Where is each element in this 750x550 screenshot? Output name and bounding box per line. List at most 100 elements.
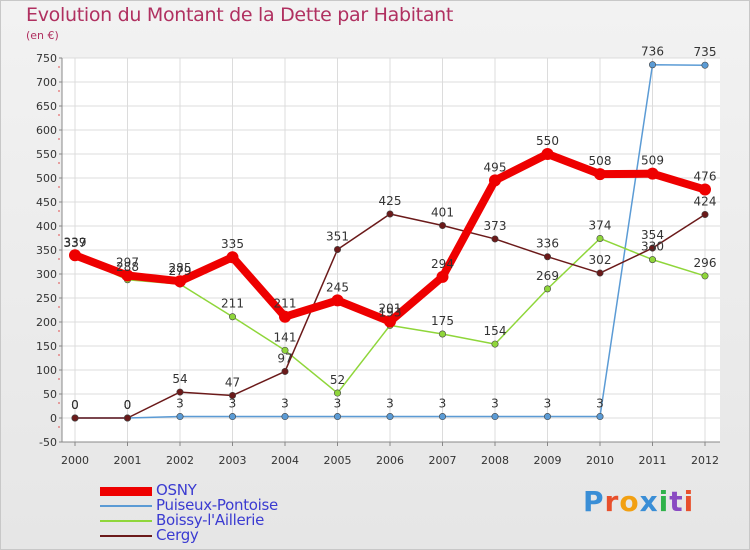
legend-label: Boissy-l'Aillerie <box>156 511 265 529</box>
x-tick-label: 2004 <box>271 454 299 467</box>
legend-label: Cergy <box>156 526 199 544</box>
data-label: 279 <box>169 264 192 278</box>
data-point <box>438 413 446 421</box>
y-tick-label: 450 <box>36 196 57 209</box>
y-tick-label: 250 <box>36 292 57 305</box>
data-point <box>491 235 499 243</box>
data-point <box>229 391 237 399</box>
x-tick-label: 2007 <box>429 454 457 467</box>
chart-legend: OSNY Puiseux-Pontoise Boissy-l'Aillerie Cer… <box>100 481 360 544</box>
data-label: 3 <box>229 397 237 411</box>
data-point <box>699 183 711 196</box>
data-label: 97 <box>277 351 292 365</box>
data-label: 509 <box>641 154 664 168</box>
x-tick-label: 2012 <box>691 454 719 467</box>
data-point <box>648 256 656 264</box>
data-label: 401 <box>431 206 454 220</box>
data-label: 3 <box>281 397 289 411</box>
data-point <box>384 315 396 328</box>
y-tick-label: 600 <box>36 124 57 137</box>
data-point <box>701 210 709 218</box>
legend-item: OSNY <box>100 481 360 499</box>
data-point <box>543 285 551 293</box>
data-label: 3 <box>176 397 184 411</box>
y-tick-label: 0 <box>50 412 57 425</box>
data-label: 735 <box>694 45 717 59</box>
x-tick-label: 2006 <box>376 454 404 467</box>
y-tick-label: 150 <box>36 340 57 353</box>
data-label: 3 <box>439 397 447 411</box>
y-tick-label: 700 <box>36 76 57 89</box>
data-point <box>229 313 237 321</box>
y-tick-label: 300 <box>36 268 57 281</box>
legend-swatch <box>100 486 152 496</box>
x-tick-label: 2001 <box>114 454 142 467</box>
data-label: 374 <box>589 218 612 232</box>
data-point <box>594 168 606 181</box>
data-label: 52 <box>330 373 345 387</box>
data-label: 175 <box>431 314 454 328</box>
data-label: 337 <box>64 236 87 250</box>
data-label: 201 <box>379 302 402 316</box>
data-point <box>176 388 184 396</box>
data-label: 354 <box>641 228 664 242</box>
legend-item: Cergy <box>100 526 360 544</box>
data-label: 3 <box>544 397 552 411</box>
data-point <box>541 148 554 160</box>
y-tick-label: 650 <box>36 100 57 113</box>
data-point <box>438 330 446 338</box>
data-label: 245 <box>326 280 349 294</box>
y-tick-label: 200 <box>36 316 57 329</box>
x-tick-label: 2003 <box>219 454 247 467</box>
x-tick-label: 2011 <box>639 454 667 467</box>
y-tick-label: 550 <box>36 148 57 161</box>
data-label: 211 <box>221 297 244 311</box>
data-label: 141 <box>274 330 297 344</box>
legend-swatch <box>100 505 152 507</box>
data-label: 269 <box>536 269 559 283</box>
data-point <box>333 413 341 421</box>
data-point <box>331 294 344 307</box>
y-tick-label: -50 <box>39 436 57 449</box>
data-point <box>121 269 134 282</box>
data-point <box>596 234 604 242</box>
data-label: 296 <box>694 256 717 270</box>
data-point <box>124 414 132 422</box>
data-label: 154 <box>484 324 507 338</box>
x-tick-label: 2010 <box>586 454 614 467</box>
legend-label: OSNY <box>156 481 197 499</box>
data-label: 335 <box>221 237 244 251</box>
legend-swatch <box>100 535 152 537</box>
x-tick-label: 2008 <box>481 454 509 467</box>
data-point <box>386 413 394 421</box>
data-label: 0 <box>71 398 79 412</box>
proxiti-logo: Proxiti <box>583 485 695 518</box>
legend-label: Puiseux-Pontoise <box>156 496 278 514</box>
data-label: 211 <box>274 297 297 311</box>
data-label: 297 <box>116 255 139 269</box>
data-point <box>436 270 449 283</box>
y-tick-label: 400 <box>36 220 57 233</box>
legend-swatch <box>100 520 152 522</box>
data-label: 47 <box>225 375 240 389</box>
data-point <box>646 167 659 180</box>
data-point <box>71 414 79 422</box>
y-tick-label: 350 <box>36 244 57 257</box>
data-label: 288 <box>116 260 139 274</box>
data-point <box>281 346 289 354</box>
data-point <box>648 244 656 252</box>
x-tick-label: 2005 <box>324 454 352 467</box>
data-point <box>491 413 499 421</box>
data-point <box>648 61 656 69</box>
data-point <box>281 367 289 375</box>
data-point <box>279 310 291 323</box>
data-label: 3 <box>491 397 499 411</box>
data-point <box>281 413 289 421</box>
y-tick-label: 50 <box>43 388 57 401</box>
data-label: 0 <box>124 398 132 412</box>
data-label: 193 <box>379 305 402 319</box>
data-label: 476 <box>694 170 717 184</box>
legend-item: Boissy-l'Aillerie <box>100 511 360 529</box>
data-point <box>174 275 186 288</box>
data-label: 351 <box>326 230 349 244</box>
